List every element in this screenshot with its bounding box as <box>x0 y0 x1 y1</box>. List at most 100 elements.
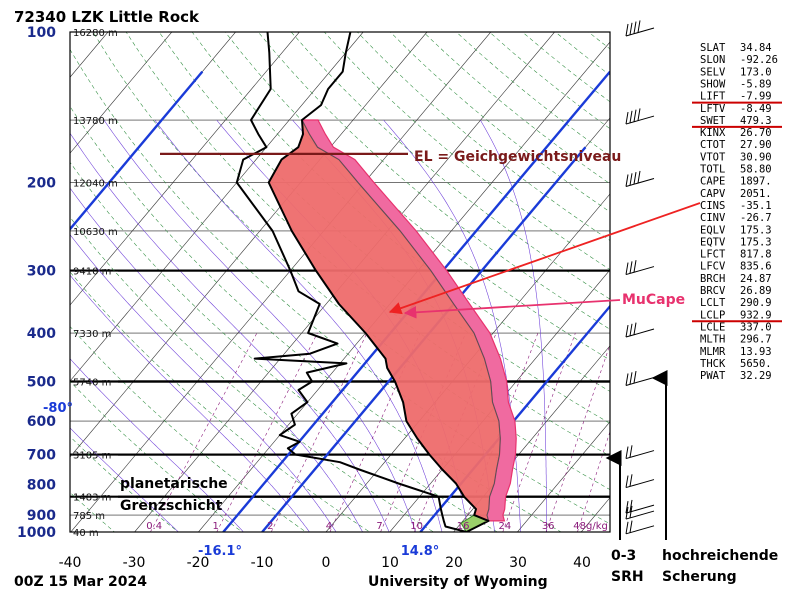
index-name: CAPE <box>700 176 725 188</box>
wind-barb <box>625 499 655 514</box>
source-label: University of Wyoming <box>368 574 548 590</box>
dry-adiabat-270 <box>70 325 307 532</box>
index-value: 32.29 <box>740 370 772 382</box>
index-name: LFCT <box>700 249 726 261</box>
wind-barb <box>625 260 655 276</box>
height-label: 9410 m <box>73 267 111 278</box>
index-name: TOTL <box>700 164 725 176</box>
index-name: THCK <box>700 358 726 370</box>
index-value: 175.3 <box>740 224 772 236</box>
index-name: CINS <box>700 200 725 212</box>
wind-barb <box>625 520 655 535</box>
dry-adiabat-310 <box>70 105 562 532</box>
indices-table: SLAT 34.84 SLON -92.26 SELV 173.0 SHOW -5.89 LIF… <box>692 42 782 382</box>
isotherm--90 <box>70 32 173 154</box>
index-name: CAPV <box>700 188 726 200</box>
index-name: MLMR <box>700 346 726 358</box>
mixing-ratio-label: 7 <box>376 521 382 532</box>
index-value: -92.26 <box>740 54 778 66</box>
profile-layer <box>70 32 610 532</box>
mixing-ratio-label: 2 <box>267 521 273 532</box>
index-name: CINV <box>700 212 726 224</box>
mixing-ratio-label: 10 <box>410 521 423 532</box>
x-tick--20: -20 <box>187 555 210 571</box>
pressure-label-400: 400 <box>27 326 56 342</box>
index-name: EQLV <box>700 224 726 236</box>
pressure-label-200: 200 <box>27 176 56 192</box>
height-label: 1483 m <box>73 493 111 504</box>
pbl-annotation-line2: Grenzschicht <box>120 498 223 514</box>
index-value: 27.90 <box>740 139 772 151</box>
dry-adiabat-250 <box>70 436 179 532</box>
height-label: 16280 m <box>73 28 118 39</box>
index-name: CTOT <box>700 139 726 151</box>
pressure-label-600: 600 <box>27 414 56 430</box>
mixing-ratio-2 <box>270 332 368 532</box>
wind-barb <box>625 505 655 520</box>
label-layer: 0.4 1 2 4 7 10 16 24 36 48g/kg1002003004005006007… <box>17 25 608 571</box>
index-name: BRCH <box>700 273 725 285</box>
index-value: -26.7 <box>740 212 772 224</box>
index-value: 34.84 <box>740 42 772 54</box>
x-tick-20: 20 <box>445 555 463 571</box>
index-name: SELV <box>700 66 726 78</box>
temperature-line <box>267 32 490 532</box>
el-annotation: EL = Geichgewichtsniveau <box>414 149 621 165</box>
index-name: MLTH <box>700 334 725 346</box>
x-tick-30: 30 <box>509 555 527 571</box>
isotherm-value-2: 14.8° <box>401 544 440 559</box>
mixing-ratio-label: 48g/kg <box>573 521 608 532</box>
height-label: 12040 m <box>73 179 118 190</box>
index-value: 290.9 <box>740 297 772 309</box>
isotherm-0 <box>325 193 610 532</box>
index-name: KINX <box>700 127 726 139</box>
shear-annotation-line2: Scherung <box>662 569 737 585</box>
wind-barb <box>625 20 655 37</box>
pressure-label-300: 300 <box>27 264 56 280</box>
moist-adiabat--10 <box>70 358 244 532</box>
isotherm--40 <box>70 32 492 532</box>
dry-adiabat-400 <box>323 32 610 270</box>
height-label: 10630 m <box>73 227 118 238</box>
pressure-label-800: 800 <box>27 478 56 494</box>
pressure-label-500: 500 <box>27 374 56 390</box>
pressure-label-100: 100 <box>27 25 56 41</box>
height-label: 13780 m <box>73 116 118 127</box>
height-label: 3105 m <box>73 451 111 462</box>
index-value: 296.7 <box>740 334 772 346</box>
parcel-line <box>301 119 501 522</box>
index-name: SWET <box>700 115 726 127</box>
index-value: 5650. <box>740 358 772 370</box>
dry-adiabat-300 <box>70 161 498 532</box>
wind-barb <box>625 108 655 125</box>
pressure-label-900: 900 <box>27 508 56 524</box>
x-tick-40: 40 <box>573 555 591 571</box>
mixing-ratio-label: 24 <box>499 521 512 532</box>
index-value: 26.70 <box>740 127 772 139</box>
x-tick-0: 0 <box>322 555 331 571</box>
isotherm--50 <box>70 32 428 458</box>
index-name: LFTV <box>700 103 726 115</box>
mixing-ratio-label: 1 <box>213 521 219 532</box>
mixing-ratio-0.4 <box>150 332 258 532</box>
index-name: SLAT <box>700 42 726 54</box>
index-value: 173.0 <box>740 66 772 78</box>
dry-adiabat-260 <box>70 380 243 532</box>
pbl-annotation-line1: planetarische <box>120 476 228 492</box>
chart-title: 72340 LZK Little Rock <box>14 8 200 26</box>
isotherm--60 <box>70 32 364 382</box>
dewpoint-line <box>235 32 467 532</box>
wind-barb <box>625 474 655 489</box>
index-name: LCLE <box>700 321 725 333</box>
moist-adiabat-0 <box>70 274 310 532</box>
index-name: BRCV <box>700 285 726 297</box>
index-name: SLON <box>700 54 725 66</box>
x-tick--10: -10 <box>251 555 274 571</box>
index-value: 479.3 <box>740 115 772 127</box>
mixing-ratio-label: 36 <box>542 521 555 532</box>
index-value: -5.89 <box>740 78 772 90</box>
srh-annotation-line2: SRH <box>611 569 644 585</box>
index-name: LFCV <box>700 261 726 273</box>
index-value: 2051. <box>740 188 772 200</box>
dry-adiabat-390 <box>290 32 610 300</box>
